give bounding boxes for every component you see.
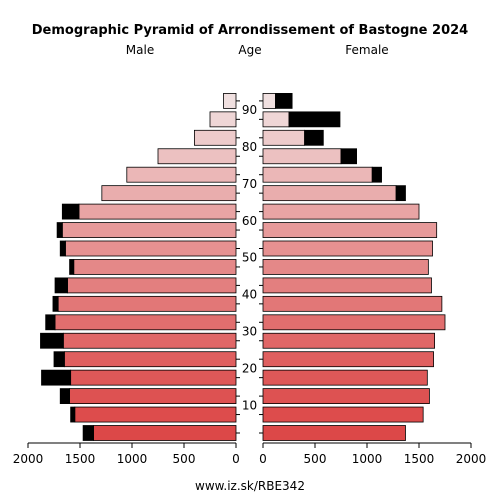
male-x-tick-label: 1000 xyxy=(117,452,148,466)
female-excess-bar-80-84 xyxy=(304,129,324,146)
male-bar-75-79 xyxy=(157,148,237,165)
female-bar-20-24 xyxy=(262,351,434,368)
age-tick-label: 30 xyxy=(242,325,257,339)
male-bar-90+ xyxy=(223,93,237,109)
female-excess-bar-75-79 xyxy=(340,148,358,165)
male-x-tick-label: 500 xyxy=(173,452,196,466)
female-bar-10-14 xyxy=(262,388,430,405)
male-x-tick-label: 0 xyxy=(232,452,240,466)
axes-group: 10 20 30 40 50 60 70 80 90 2000 1500 1000 500 0 0 500 10… xyxy=(13,100,487,466)
male-bar-30-34 xyxy=(54,314,237,331)
female-bar-5-9 xyxy=(262,406,424,423)
male-bar-5-9 xyxy=(74,406,237,423)
female-bar-50-54 xyxy=(262,240,433,257)
male-bar-55-59 xyxy=(61,222,237,238)
male-excess-bar-0-4 xyxy=(82,425,94,441)
female-bar-80-84 xyxy=(262,129,305,146)
female-bar-45-49 xyxy=(262,259,429,275)
male-excess-bar-15-19 xyxy=(41,369,72,386)
female-excess-bar-70-74 xyxy=(371,166,382,183)
male-excess-bar-55-59 xyxy=(56,222,63,238)
male-bar-70-74 xyxy=(126,166,237,183)
chart-title: Demographic Pyramid of Arrondissement of… xyxy=(32,23,468,38)
male-x-tick-label: 2000 xyxy=(13,452,44,466)
female-bar-60-64 xyxy=(262,203,420,220)
male-excess-bar-10-14 xyxy=(59,388,71,405)
male-excess-bar-40-44 xyxy=(54,277,68,294)
age-tick-label: 20 xyxy=(242,361,257,375)
age-tick-label: 50 xyxy=(242,251,257,265)
bars-group xyxy=(40,93,446,441)
source-footer: www.iz.sk/RBE342 xyxy=(195,479,305,493)
female-bar-40-44 xyxy=(262,277,432,294)
age-label: Age xyxy=(238,43,261,57)
male-x-tick-label: 1500 xyxy=(65,452,96,466)
female-bar-0-4 xyxy=(262,425,406,441)
female-x-tick-label: 500 xyxy=(304,452,327,466)
male-bar-25-29 xyxy=(62,332,237,349)
female-bar-65-69 xyxy=(262,185,397,202)
female-x-tick-label: 0 xyxy=(259,452,267,466)
male-bar-35-39 xyxy=(57,295,237,312)
female-bar-30-34 xyxy=(262,314,446,331)
male-bar-45-49 xyxy=(73,259,237,275)
male-bar-60-64 xyxy=(78,203,237,220)
male-bar-65-69 xyxy=(101,185,237,202)
age-tick-label: 40 xyxy=(242,288,257,302)
female-excess-bar-65-69 xyxy=(395,185,406,202)
female-x-tick-label: 1000 xyxy=(352,452,383,466)
male-excess-bar-60-64 xyxy=(61,203,80,220)
female-bar-75-79 xyxy=(262,148,342,165)
female-bar-70-74 xyxy=(262,166,373,183)
male-bar-50-54 xyxy=(65,240,237,257)
female-bar-15-19 xyxy=(262,369,428,386)
male-excess-bar-35-39 xyxy=(52,295,59,312)
female-excess-bar-90+ xyxy=(275,93,293,109)
age-tick-label: 10 xyxy=(242,398,257,412)
male-excess-bar-45-49 xyxy=(69,259,75,275)
female-x-tick-label: 2000 xyxy=(456,452,487,466)
male-bar-85-89 xyxy=(209,111,237,128)
male-excess-bar-30-34 xyxy=(45,314,56,331)
age-tick-label: 90 xyxy=(242,103,257,117)
male-bar-15-19 xyxy=(70,369,237,386)
female-bar-35-39 xyxy=(262,295,443,312)
male-bar-0-4 xyxy=(93,425,237,441)
female-label: Female xyxy=(345,43,388,57)
male-bar-80-84 xyxy=(193,129,237,146)
female-x-tick-label: 1500 xyxy=(404,452,435,466)
male-bar-20-24 xyxy=(64,351,237,368)
male-excess-bar-25-29 xyxy=(40,332,64,349)
age-tick-label: 60 xyxy=(242,214,257,228)
age-tick-label: 70 xyxy=(242,177,257,191)
male-excess-bar-5-9 xyxy=(70,406,76,423)
age-tick-label: 80 xyxy=(242,140,257,154)
male-bar-40-44 xyxy=(67,277,237,294)
male-excess-bar-50-54 xyxy=(59,240,66,257)
male-label: Male xyxy=(126,43,154,57)
female-bar-85-89 xyxy=(262,111,290,128)
female-bar-90+ xyxy=(262,93,276,109)
male-excess-bar-20-24 xyxy=(53,351,65,368)
female-bar-55-59 xyxy=(262,222,438,238)
male-bar-10-14 xyxy=(69,388,237,405)
female-bar-25-29 xyxy=(262,332,436,349)
female-excess-bar-85-89 xyxy=(288,111,341,128)
